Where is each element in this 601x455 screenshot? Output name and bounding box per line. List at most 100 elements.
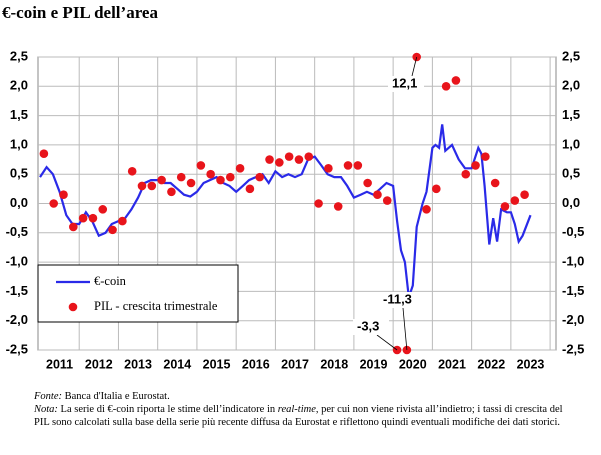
y-tick-label: 2,5 [10, 48, 28, 63]
y2-tick-label: -2,5 [562, 341, 584, 356]
note: Nota: La serie di €-coin riporta le stim… [34, 403, 574, 429]
point [127, 166, 137, 176]
leader-line [402, 307, 408, 351]
note-text: La serie di €-coin riporta le stime dell… [57, 404, 278, 415]
leader-line [376, 334, 398, 351]
point [196, 161, 206, 170]
x-tick-label: 2016 [242, 357, 270, 371]
point [363, 178, 372, 188]
point [304, 152, 314, 161]
point [314, 199, 323, 208]
point [235, 164, 245, 173]
x-tick-label: 2015 [203, 357, 231, 371]
source-text: Banca d'Italia e Eurostat. [62, 391, 170, 402]
point [451, 76, 461, 85]
point [39, 149, 49, 158]
point [471, 161, 480, 170]
annotation-bg [379, 292, 415, 308]
y2-tick-label: -0,5 [562, 224, 584, 239]
point [324, 164, 333, 173]
x-tick-label: 2011 [46, 357, 73, 371]
point [500, 202, 510, 211]
point [157, 175, 166, 185]
point [118, 216, 127, 226]
point [461, 169, 471, 179]
chart-title: €-coin e PIL dell’area [2, 3, 158, 22]
note-label: Nota: [34, 404, 58, 415]
y-tick-label: -1,0 [6, 254, 28, 269]
legend-label: €-coin [94, 274, 127, 288]
x-tick-label: 2022 [477, 357, 505, 371]
x-tick-label: 2013 [124, 357, 152, 371]
legend-box [37, 264, 239, 323]
annotation: 12,1 [392, 75, 417, 90]
point [245, 184, 255, 194]
point [382, 196, 392, 205]
y-tick-label: 0,0 [10, 195, 28, 210]
point [422, 205, 431, 214]
note-text: , per cui non viene rivista all’indietro… [34, 404, 563, 428]
point [353, 161, 363, 170]
point [186, 178, 196, 188]
point [441, 82, 451, 91]
point [88, 213, 98, 223]
point [147, 181, 157, 191]
point [343, 161, 353, 170]
point [98, 205, 108, 214]
annotation: -11,3 [383, 291, 412, 306]
y2-tick-label: 1,0 [562, 136, 580, 151]
annotation-bg [388, 76, 424, 92]
y2-tick-label: 0,5 [562, 166, 580, 181]
y2-tick-label: 2,0 [562, 78, 580, 93]
point [176, 172, 186, 182]
x-tick-label: 2017 [281, 357, 309, 371]
y-tick-label: 1,5 [10, 107, 28, 122]
source-label: Fonte: [34, 391, 62, 402]
point [78, 213, 88, 223]
annotation-bg [353, 319, 389, 335]
point [225, 172, 235, 182]
y2-tick-label: 0,0 [562, 195, 580, 210]
point [510, 196, 520, 205]
source: Fonte: Banca d'Italia e Eurostat. [34, 390, 574, 403]
x-tick-label: 2014 [163, 357, 191, 371]
point [108, 225, 117, 235]
y2-tick-label: 2,5 [562, 48, 580, 63]
annotation: -3,3 [357, 318, 379, 333]
point [373, 190, 382, 200]
point [481, 152, 490, 161]
x-tick-label: 2021 [438, 357, 466, 371]
point [69, 222, 78, 232]
y2-tick-label: -2,0 [562, 312, 584, 327]
point [284, 152, 294, 161]
y-tick-label: -1,5 [6, 283, 28, 298]
x-tick-label: 2012 [85, 357, 113, 371]
point [520, 190, 529, 200]
point [49, 199, 58, 208]
note-italic: real-time [277, 404, 316, 415]
y2-tick-label: 1,5 [562, 107, 580, 122]
x-tick-label: 2019 [360, 357, 388, 371]
line [39, 124, 532, 298]
y-tick-label: -0,5 [6, 224, 28, 239]
y-tick-label: 1,0 [10, 136, 28, 151]
point [137, 181, 147, 191]
point [265, 155, 274, 164]
y-tick-label: 0,5 [10, 166, 28, 181]
legend-label: PIL - crescita trimestrale [94, 299, 218, 313]
point [216, 175, 225, 185]
point [167, 187, 176, 197]
y-tick-label: -2,0 [6, 312, 28, 327]
x-tick-label: 2020 [399, 357, 427, 371]
point [59, 190, 68, 200]
legend-dot [68, 302, 78, 312]
y-tick-label: -2,5 [6, 341, 28, 356]
point [206, 169, 215, 179]
leader-line [411, 56, 418, 77]
notes: Fonte: Banca d'Italia e Eurostat. Nota: … [34, 390, 574, 429]
y2-tick-label: -1,0 [562, 254, 584, 269]
point [333, 202, 343, 211]
x-tick-label: 2023 [517, 357, 545, 371]
point [432, 184, 441, 194]
